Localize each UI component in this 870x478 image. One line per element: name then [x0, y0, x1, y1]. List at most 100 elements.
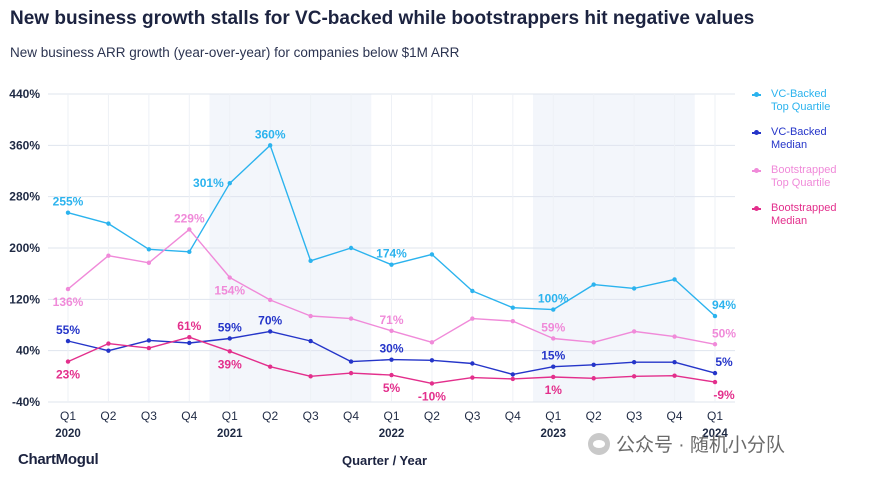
legend-item-vc-median[interactable]: VC-Backed Median [752, 126, 867, 152]
data-point [429, 381, 435, 386]
data-point [389, 262, 394, 267]
y-tick-label: 440% [9, 87, 40, 101]
legend-label-line2: Median [771, 215, 808, 227]
data-point [510, 376, 516, 382]
data-point [187, 249, 192, 255]
x-tick-label: Q3 [141, 409, 157, 423]
x-axis-title: Quarter / Year [342, 453, 428, 468]
data-point [146, 260, 152, 265]
x-tick-label: Q4 [505, 409, 521, 423]
data-label: 61% [177, 319, 201, 333]
data-label: 255% [53, 195, 84, 209]
data-point [227, 180, 232, 186]
data-point [308, 258, 313, 264]
data-point [227, 336, 232, 341]
legend-swatch-dot [754, 92, 759, 97]
data-label: 174% [376, 247, 407, 261]
data-point [389, 328, 394, 333]
legend-item-vc-top[interactable]: VC-Backed Top Quartile [752, 88, 867, 114]
x-tick-label: Q3 [303, 409, 319, 423]
x-tick-label: Q3 [626, 409, 642, 423]
data-point [348, 359, 354, 364]
data-point [429, 358, 435, 363]
data-point [631, 329, 637, 334]
data-label: 39% [218, 357, 242, 371]
data-label: 100% [538, 292, 569, 306]
y-tick-label: 200% [9, 241, 40, 255]
legend-label-line2: Top Quartile [771, 101, 831, 113]
data-point [308, 313, 313, 319]
data-point [308, 374, 313, 379]
chartmogul-logo: ChartMogul [18, 451, 99, 468]
data-label: 30% [379, 342, 403, 356]
data-point [429, 340, 435, 345]
data-point [591, 340, 596, 345]
y-tick-label: -40% [12, 395, 40, 409]
chart-title: New business growth stalls for VC-backed… [10, 8, 755, 29]
legend-item-boot-top[interactable]: Bootstrapped Top Quartile [752, 164, 867, 190]
data-point [712, 313, 718, 319]
data-point [672, 277, 677, 282]
legend-item-boot-median[interactable]: Bootstrapped Median [752, 202, 867, 228]
chart-subtitle: New business ARR growth (year-over-year)… [10, 45, 460, 60]
data-point [106, 348, 111, 353]
legend-label-line1: VC-Backed [771, 88, 827, 100]
data-point [591, 376, 596, 381]
data-point [429, 252, 435, 257]
data-point [308, 338, 313, 344]
y-tick-label: 280% [9, 190, 40, 204]
data-point [551, 374, 556, 380]
data-point [631, 286, 637, 291]
data-point [65, 338, 71, 344]
legend-label-line2: Median [771, 139, 808, 151]
data-point [470, 361, 475, 366]
data-point [631, 360, 637, 365]
data-point [227, 349, 232, 354]
data-point [106, 341, 111, 346]
data-label: 23% [56, 368, 80, 382]
y-tick-label: 120% [9, 292, 40, 306]
x-tick-label: Q1 [60, 409, 76, 423]
x-year-label: 2024 [702, 428, 728, 440]
data-point [146, 247, 152, 252]
data-point [65, 210, 71, 215]
data-point [227, 275, 232, 280]
wechat-icon [588, 433, 610, 455]
data-point [348, 316, 354, 321]
data-label: 5% [715, 355, 733, 369]
x-tick-label: Q1 [222, 409, 238, 423]
data-point [65, 359, 71, 364]
legend-label-line1: VC-Backed [771, 126, 827, 138]
data-point [551, 307, 556, 312]
x-tick-label: Q4 [181, 409, 197, 423]
data-label: 15% [541, 349, 565, 363]
data-label: 154% [214, 284, 245, 298]
data-point [267, 143, 273, 148]
data-point [510, 305, 516, 310]
data-point [591, 282, 596, 287]
chart-legend: VC-Backed Top Quartile VC-Backed Median … [752, 88, 867, 240]
data-point [712, 342, 718, 347]
x-tick-label: Q1 [545, 409, 561, 423]
data-point [551, 336, 556, 341]
watermark: 公众号 · 随机小分队 [588, 430, 785, 457]
watermark-text: 公众号 · 随机小分队 [616, 435, 785, 456]
data-point [389, 357, 394, 362]
x-year-label: 2023 [540, 428, 566, 440]
data-label: 94% [712, 298, 736, 312]
data-point [187, 340, 192, 346]
data-point [712, 370, 718, 376]
data-label: 136% [53, 295, 84, 309]
data-point [672, 334, 677, 339]
data-point [591, 362, 596, 367]
data-label: 59% [218, 320, 242, 334]
x-tick-label: Q2 [262, 409, 278, 423]
data-point [187, 227, 192, 232]
data-point [470, 316, 475, 321]
data-point [672, 360, 677, 365]
x-tick-label: Q1 [707, 409, 723, 423]
data-point [470, 375, 475, 380]
data-point [470, 288, 475, 294]
data-point [187, 334, 192, 340]
x-tick-label: Q4 [343, 409, 359, 423]
